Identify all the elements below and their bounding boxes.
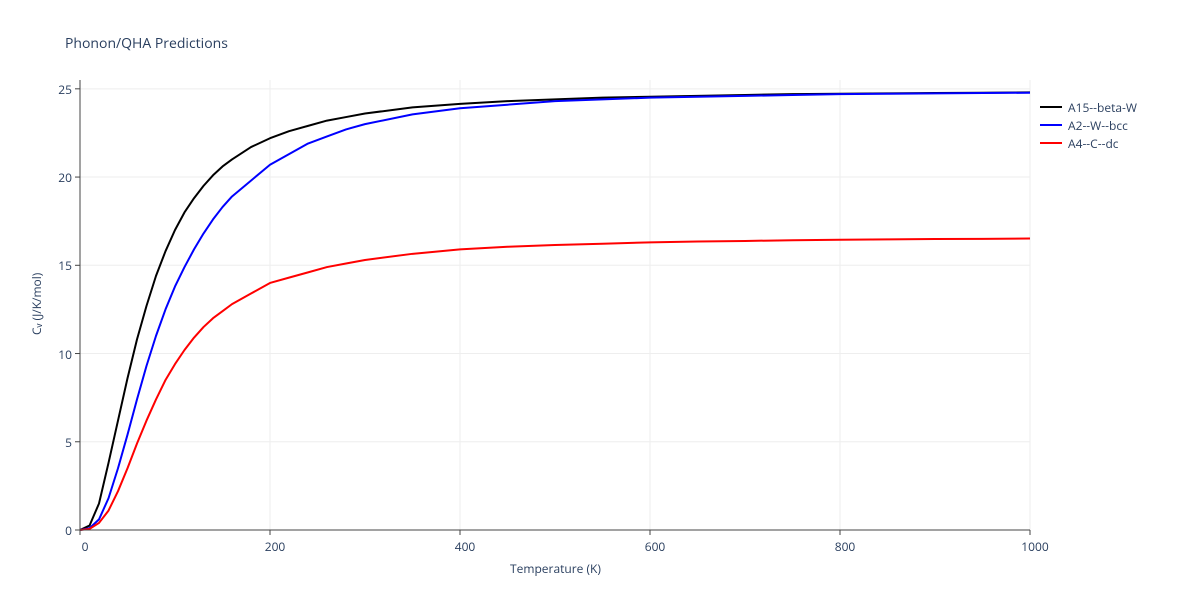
legend-swatch: [1040, 124, 1062, 126]
series-A4--C--dc: [80, 238, 1030, 530]
legend-label: A4--C--dc: [1068, 135, 1119, 152]
line-chart: [0, 0, 1200, 600]
y-tick: 25: [50, 81, 72, 98]
legend-label: A15--beta-W: [1068, 99, 1137, 116]
y-tick: 15: [50, 257, 72, 274]
legend-item[interactable]: A2--W--bcc: [1040, 116, 1137, 134]
legend-item[interactable]: A15--beta-W: [1040, 98, 1137, 116]
legend-swatch: [1040, 106, 1062, 108]
x-tick: 800: [830, 538, 860, 555]
x-tick: 200: [260, 538, 290, 555]
x-tick: 0: [70, 538, 100, 555]
x-tick: 600: [640, 538, 670, 555]
legend-swatch: [1040, 142, 1062, 144]
legend: A15--beta-WA2--W--bccA4--C--dc: [1040, 98, 1137, 152]
legend-label: A2--W--bcc: [1068, 117, 1128, 134]
x-tick: 400: [450, 538, 480, 555]
y-tick: 20: [50, 169, 72, 186]
y-tick: 10: [50, 346, 72, 363]
x-axis-label: Temperature (K): [510, 560, 601, 577]
y-axis-label: Cᵥ (J/K/mol): [28, 273, 45, 335]
legend-item[interactable]: A4--C--dc: [1040, 134, 1137, 152]
y-tick: 0: [50, 522, 72, 539]
x-tick: 1000: [1020, 538, 1050, 555]
y-tick: 5: [50, 434, 72, 451]
